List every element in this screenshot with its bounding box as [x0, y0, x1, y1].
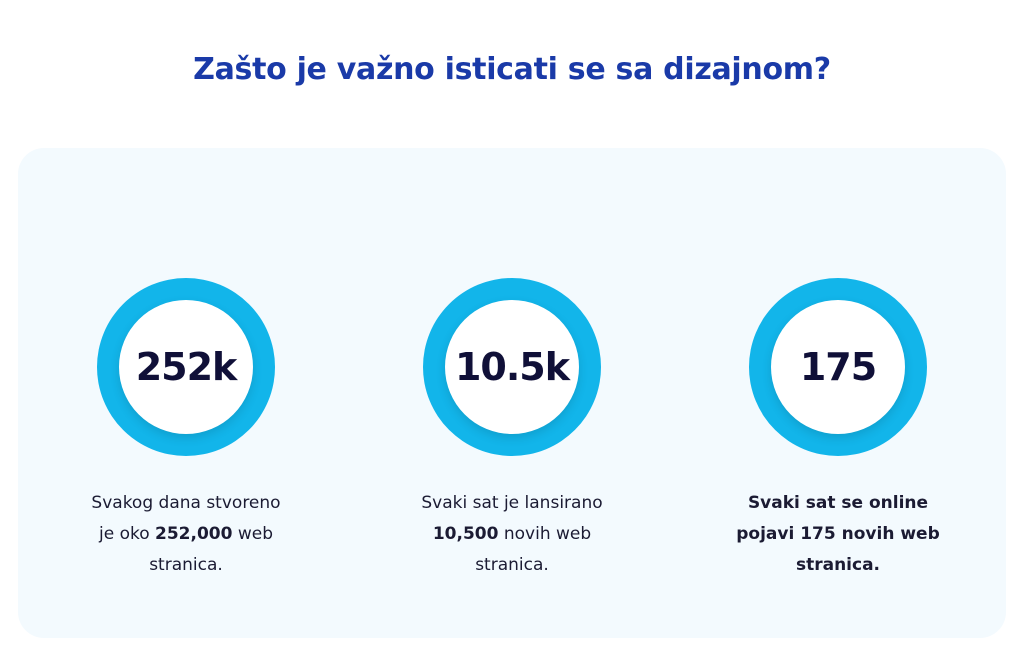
- stat-card-daily: 252k Svakog dana stvoreno je oko 252,000…: [56, 278, 316, 581]
- stat-desc-text: je oko: [98, 524, 156, 544]
- stat-desc-text: web: [232, 524, 274, 544]
- stat-desc-highlight: 10,500: [432, 524, 499, 544]
- stat-ring: 252k: [97, 278, 275, 456]
- stat-description: Svakog dana stvoreno je oko 252,000 web …: [56, 488, 316, 581]
- stat-desc-text: novih web: [498, 524, 592, 544]
- stat-value: 175: [799, 345, 877, 389]
- stat-desc-line: Svaki sat je lansirano: [421, 493, 603, 513]
- stat-desc-line: stranica.: [149, 555, 223, 575]
- stat-desc-line: Svaki sat se online: [747, 493, 929, 513]
- stats-panel: 252k Svakog dana stvoreno je oko 252,000…: [18, 148, 1006, 638]
- stat-description: Svaki sat je lansirano 10,500 novih web …: [382, 488, 642, 581]
- stat-ring: 175: [749, 278, 927, 456]
- stat-ring-inner: 252k: [119, 300, 253, 434]
- stat-value: 252k: [135, 345, 238, 389]
- stat-desc-line: stranica.: [795, 555, 881, 575]
- stat-desc-line: Svakog dana stvoreno: [91, 493, 281, 513]
- stat-card-hourly-online: 175 Svaki sat se online pojavi 175 novih…: [708, 278, 968, 581]
- stat-ring: 10.5k: [423, 278, 601, 456]
- stat-desc-line: pojavi 175 novih web: [736, 524, 940, 544]
- stat-card-hourly-launched: 10.5k Svaki sat je lansirano 10,500 novi…: [382, 278, 642, 581]
- stat-value: 10.5k: [454, 345, 570, 389]
- stat-ring-inner: 10.5k: [445, 300, 579, 434]
- stat-ring-inner: 175: [771, 300, 905, 434]
- stat-description: Svaki sat se online pojavi 175 novih web…: [708, 488, 968, 581]
- page-title: Zašto je važno isticati se sa dizajnom?: [193, 52, 831, 87]
- stat-desc-highlight: 252,000: [155, 524, 233, 544]
- stat-desc-line: stranica.: [475, 555, 549, 575]
